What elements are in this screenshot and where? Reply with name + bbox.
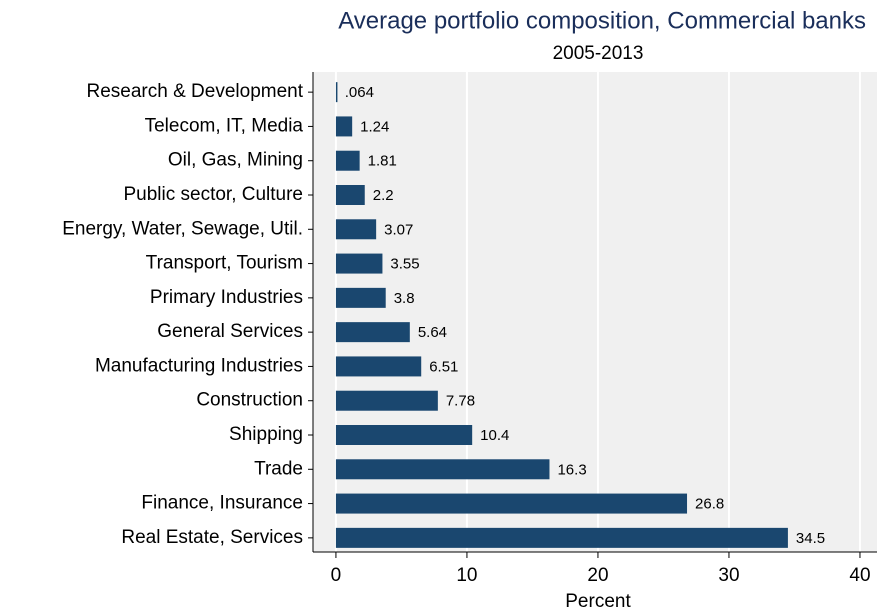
bar: [335, 425, 473, 445]
value-label: 3.55: [390, 256, 419, 273]
y-tick-label: Oil, Gas, Mining: [168, 150, 303, 171]
bar: [335, 322, 410, 343]
value-label: 5.64: [418, 324, 447, 341]
bar: [335, 116, 353, 137]
chart-subtitle: 2005-2013: [553, 43, 644, 64]
bar: [335, 459, 550, 480]
value-label: 6.51: [429, 358, 458, 375]
value-label: .064: [345, 84, 374, 101]
value-label: 2.2: [373, 187, 394, 204]
y-tick-label: Finance, Insurance: [141, 493, 303, 514]
y-tick-label: Primary Industries: [150, 287, 303, 308]
plot-background: [313, 72, 877, 552]
y-tick-label: Manufacturing Industries: [95, 355, 303, 376]
chart-title: Average portfolio composition, Commercia…: [338, 7, 866, 34]
value-label: 3.07: [384, 221, 413, 238]
x-tick-label: 30: [718, 565, 739, 586]
bar: [335, 150, 360, 171]
x-tick-label: 40: [849, 565, 870, 586]
bar: [335, 493, 688, 514]
bar: [335, 390, 438, 411]
y-tick-label: Research & Development: [87, 81, 304, 102]
bar: [335, 356, 422, 377]
bar: [335, 527, 788, 548]
value-label: 34.5: [796, 530, 825, 547]
bar: [335, 185, 365, 205]
x-tick-label: 20: [587, 565, 608, 586]
y-tick-label: Real Estate, Services: [121, 527, 303, 548]
bar: [335, 253, 383, 274]
x-axis-label: Percent: [565, 591, 631, 612]
y-tick-label: Transport, Tourism: [146, 253, 303, 274]
y-tick-label: General Services: [157, 321, 303, 342]
y-tick-label: Trade: [254, 458, 303, 479]
x-tick-label: 10: [456, 565, 477, 586]
x-tick-label: 0: [331, 565, 342, 586]
bar: [335, 82, 338, 103]
y-tick-label: Public sector, Culture: [123, 184, 303, 205]
value-label: 3.8: [394, 290, 415, 307]
value-label: 10.4: [480, 427, 509, 444]
value-label: 1.24: [360, 118, 389, 135]
value-label: 1.81: [368, 153, 397, 170]
y-tick-label: Telecom, IT, Media: [145, 115, 304, 136]
y-tick-label: Energy, Water, Sewage, Util.: [62, 218, 303, 239]
y-tick-label: Construction: [196, 390, 303, 411]
value-label: 16.3: [557, 461, 586, 478]
value-label: 7.78: [446, 393, 475, 410]
y-tick-label: Shipping: [229, 424, 303, 445]
value-label: 26.8: [695, 496, 724, 513]
bar: [335, 219, 377, 240]
bar: [335, 287, 386, 308]
